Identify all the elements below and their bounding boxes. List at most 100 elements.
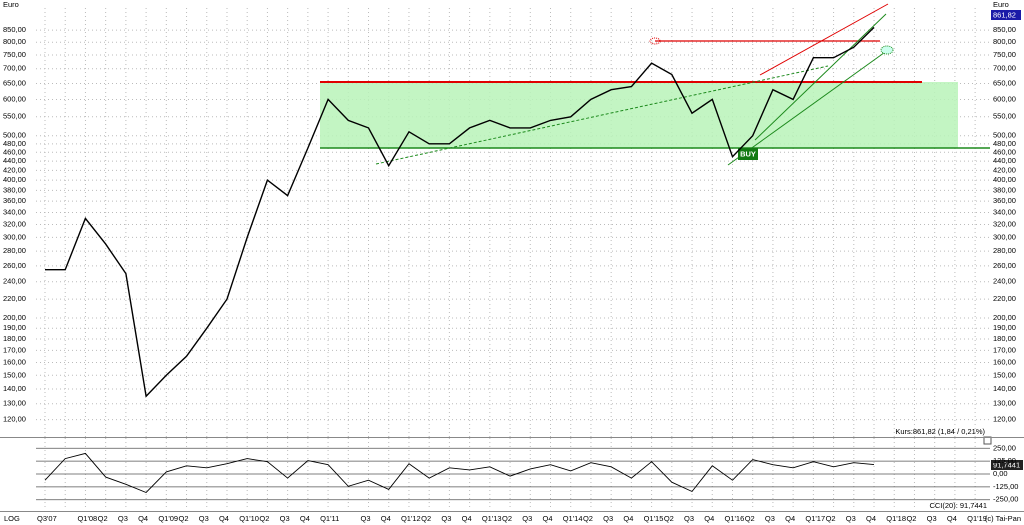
y-tick-label: 360,00 [3,196,26,205]
x-tick-label: Q1'19 [967,514,987,523]
y-tick-label: 280,00 [3,246,26,255]
close-button[interactable] [983,436,992,445]
zone [320,82,958,148]
x-tick-label: Q3 [603,514,613,523]
y-tick-label: 160,00 [993,357,1016,366]
x-tick-label: Q1'15 [644,514,664,523]
x-tick-label: Q3 [441,514,451,523]
y-tick-label: 440,00 [993,156,1016,165]
marker [880,45,894,55]
y-tick-label: 0,00 [993,469,1008,478]
copyright: (c) Tai-Pan [985,514,1021,523]
y-tick-label: 240,00 [3,277,26,286]
y-tick-label: 260,00 [993,261,1016,270]
y-tick-label: 400,00 [3,175,26,184]
x-tick-label: Q3 [118,514,128,523]
y-tick-label: 700,00 [993,64,1016,73]
x-tick-label: Q4 [462,514,472,523]
x-tick-label: Q4 [866,514,876,523]
y-tick-label: 460,00 [3,147,26,156]
y-tick-label: 150,00 [993,370,1016,379]
y-tick-label: 320,00 [3,220,26,229]
y-tick-label: 700,00 [3,64,26,73]
x-tick-label: Q3 [765,514,775,523]
y-tick-label: -125,00 [993,482,1018,491]
x-tick-label: Q1'18 [886,514,906,523]
last-price-box [991,10,1021,20]
cci-last-box [991,460,1023,470]
y-tick-label: 125,00 [993,456,1016,465]
y-tick-label: 400,00 [993,175,1016,184]
y-tick-label: 600,00 [993,94,1016,103]
y-tick-label: 650,00 [3,78,26,87]
y-tick-label: 140,00 [3,384,26,393]
x-tick-label: Q4 [381,514,391,523]
y-tick-label: 160,00 [3,357,26,366]
x-tick-label: Q1'14 [563,514,583,523]
x-tick-label: Q2 [98,514,108,523]
x-tick-label: Q1'17 [805,514,825,523]
buy-badge [738,148,758,160]
x-tick-label: Q1'11 [320,514,339,523]
y-tick-label: 140,00 [993,384,1016,393]
x-tick-label: Q2 [664,514,674,523]
x-tick-label: Q1'13 [482,514,502,523]
y-tick-label: 600,00 [3,94,26,103]
y-tick-label: 420,00 [993,165,1016,174]
x-tick-label: Q1'16 [724,514,744,523]
y-tick-label: 300,00 [993,232,1016,241]
x-tick-label: Q2 [502,514,512,523]
y-tick-label: 850,00 [993,25,1016,34]
x-tick-label: Q2 [745,514,755,523]
x-tick-label: Q4 [300,514,310,523]
x-tick-label: Q3 [280,514,290,523]
quote: Kurs:861,82 (1,84 / 0,21%) [895,427,985,436]
cci-last: 91,7441 [993,460,1020,469]
y-tick-label: 500,00 [993,131,1016,140]
cci-title: CCI(20): 91,7441 [929,501,987,510]
x-tick-label: Q4 [947,514,957,523]
y-tick-label: 130,00 [3,399,26,408]
trend-line [754,13,887,141]
y-tick-label: 380,00 [993,185,1016,194]
y-tick-label: 120,00 [3,415,26,424]
y-tick-label: 240,00 [993,277,1016,286]
x-tick-label: Q2 [906,514,916,523]
y-tick-label: 380,00 [3,185,26,194]
y-tick-label: 220,00 [993,294,1016,303]
y-tick-label: 480,00 [3,139,26,148]
y-tick-label: 200,00 [993,313,1016,322]
x-tick-label: Q3 [199,514,209,523]
y-tick-label: 360,00 [993,196,1016,205]
y-tick-label: 800,00 [3,37,26,46]
y-tick-label: 180,00 [3,334,26,343]
y-tick-label: 130,00 [993,399,1016,408]
x-tick-label: Q3'07 [37,514,57,523]
y-tick-label: 550,00 [993,112,1016,121]
y-tick-label: 120,00 [993,415,1016,424]
y-tick-label: 150,00 [3,370,26,379]
x-tick-label: Q4 [704,514,714,523]
x-tick-label: Q4 [138,514,148,523]
y-tick-label: 250,00 [993,443,1016,452]
x-tick-label: Q2 [583,514,593,523]
x-tick-label: Q4 [785,514,795,523]
y-tick-label: 190,00 [3,323,26,332]
y-tick-label: 300,00 [3,232,26,241]
price-line [44,452,875,494]
y-tick-label: 190,00 [993,323,1016,332]
trend-line [375,65,829,165]
y-tick-label: 260,00 [3,261,26,270]
y-tick-label: 200,00 [3,313,26,322]
y-tick-label: 800,00 [993,37,1016,46]
y-tick-label: 180,00 [993,334,1016,343]
y-tick-label: 420,00 [3,165,26,174]
x-tick-label: Q2 [179,514,189,523]
x-tick-label: Q1'10 [239,514,259,523]
y-tick-label: 320,00 [993,220,1016,229]
x-tick-label: Q2 [826,514,836,523]
x-tick-label: Q3 [684,514,694,523]
last-price: 861,82 [993,10,1016,19]
x-tick-label: Q3 [522,514,532,523]
